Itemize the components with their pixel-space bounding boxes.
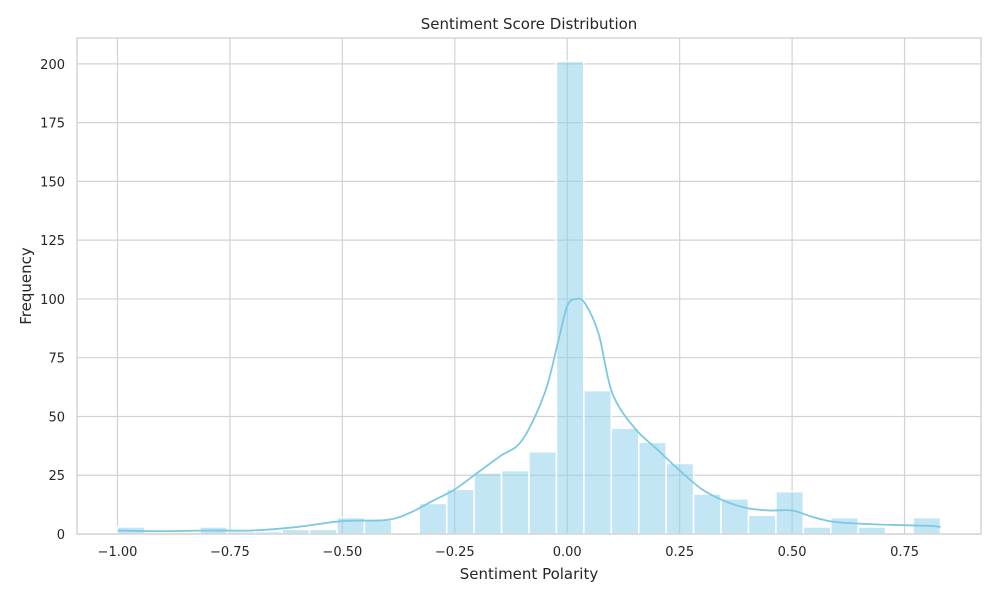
- histogram-bar: [665, 462, 695, 535]
- histogram-bar: [802, 526, 832, 535]
- histogram-bar: [747, 514, 777, 535]
- x-tick-label: −1.00: [98, 545, 138, 560]
- kde-line: [117, 297, 941, 533]
- histogram-bar: [637, 441, 667, 535]
- histogram-bar: [830, 516, 859, 535]
- histogram-bar: [583, 389, 613, 535]
- plot-frame: [76, 37, 982, 535]
- histogram-bar: [857, 526, 887, 535]
- histogram-bar: [528, 450, 558, 535]
- histogram-bar: [445, 488, 475, 535]
- x-tick-label: 0.50: [778, 545, 807, 560]
- y-tick-label: 50: [48, 410, 65, 425]
- histogram-bar: [500, 469, 530, 535]
- x-tick-label: −0.25: [435, 545, 475, 560]
- grid-layer: [77, 38, 981, 535]
- x-tick-labels: −1.00 −0.75 −0.50 −0.25 0.00 0.25 0.50 0.75: [98, 545, 919, 560]
- histogram-bar: [555, 60, 585, 535]
- histogram-bar: [363, 519, 393, 535]
- y-axis-label: Frequency: [17, 247, 35, 325]
- kde-layer: [117, 297, 941, 533]
- histogram-bar: [281, 528, 311, 535]
- histogram-bar: [308, 528, 338, 535]
- x-tick-label: 0.75: [890, 545, 919, 560]
- histogram-bar: [418, 502, 448, 535]
- histogram-bar: [692, 493, 722, 535]
- x-tick-label: 0.25: [665, 545, 694, 560]
- x-tick-label: −0.50: [322, 545, 362, 560]
- y-tick-label: 150: [40, 175, 65, 190]
- y-tick-label: 125: [40, 234, 65, 249]
- histogram-bar: [610, 427, 640, 535]
- y-tick-label: 100: [40, 293, 65, 308]
- x-tick-label: 0.00: [553, 545, 582, 560]
- bars-layer: [116, 60, 942, 535]
- y-tick-label: 200: [40, 58, 65, 73]
- y-tick-label: 0: [57, 528, 65, 543]
- y-tick-labels: 0 25 50 75 100 125 150 175 200: [40, 58, 65, 543]
- x-tick-label: −0.75: [210, 545, 250, 560]
- y-tick-label: 75: [48, 352, 65, 367]
- x-axis-label: Sentiment Polarity: [460, 565, 599, 583]
- y-tick-label: 25: [48, 469, 65, 484]
- chart-title: Sentiment Score Distribution: [421, 15, 638, 33]
- histogram-bar: [473, 472, 503, 535]
- y-tick-label: 175: [40, 117, 65, 132]
